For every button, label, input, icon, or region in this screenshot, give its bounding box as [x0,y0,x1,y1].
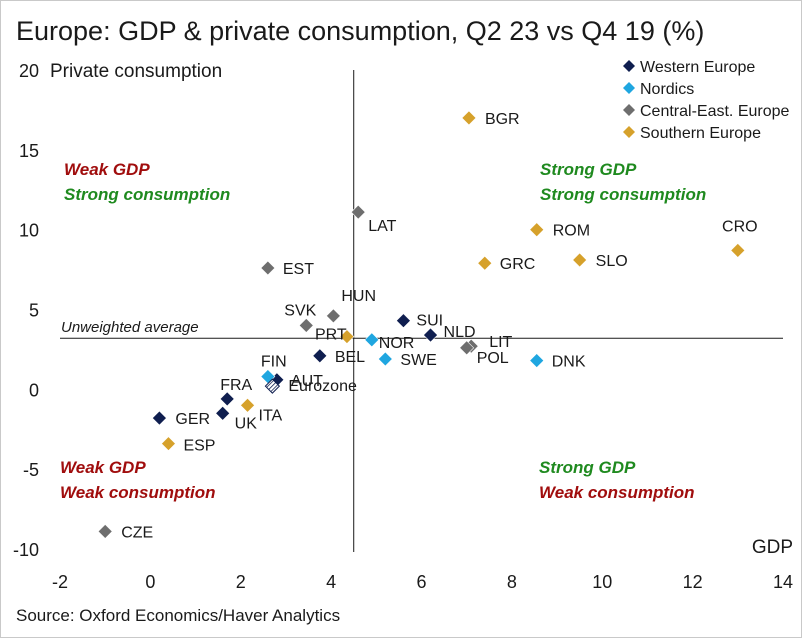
marker-nld [423,327,438,343]
marker-grc [477,255,493,271]
marker-est [260,260,276,276]
legend-entry: Western Europe [640,59,755,76]
point-label-rom: ROM [553,223,590,240]
point-label-esp: ESP [183,438,215,455]
source-note: Source: Oxford Economics/Haver Analytics [16,606,341,625]
x-tick-label: 8 [507,572,517,592]
legend-entry: Central-East. Europe [640,103,790,120]
quadrant-annotation: Weak consumption [539,483,695,502]
point-label-fin: FIN [261,354,287,371]
quadrant-annotation: Strong consumption [540,185,706,204]
y-tick-label: -5 [23,460,39,480]
point-label-grc: GRC [500,256,536,273]
x-tick-label: 2 [236,572,246,592]
marker-uk [215,405,231,421]
x-axis-title: GDP [752,537,793,558]
x-tick-label: 0 [145,572,155,592]
y-axis-title: Private consumption [50,61,222,82]
marker-slo [572,252,588,268]
point-label-lit: LIT [489,334,512,351]
y-tick-label: 5 [29,301,39,321]
point-label-bgr: BGR [485,111,520,128]
point-label-ita: ITA [259,407,283,424]
marker-dnk [529,353,545,369]
marker-swe [377,351,393,367]
marker-pol [459,340,475,356]
marker-rom [529,222,545,238]
marker-ger [151,410,167,426]
legend-entry: Southern Europe [640,125,761,142]
y-tick-label: 20 [19,61,39,81]
x-tick-label: 14 [773,572,793,592]
marker-lat [350,204,366,220]
marker-fra [219,391,235,407]
marker-cze [97,524,113,539]
quadrant-annotation: Weak consumption [60,483,216,502]
point-label-dnk: DNK [552,354,586,371]
marker-bel [312,348,328,364]
marker-eurozone [264,378,281,394]
point-label-pol: POL [477,350,509,367]
quadrant-annotation: Weak GDP [60,458,146,477]
point-label-bel: BEL [335,349,365,366]
legend-marker [623,60,635,72]
quadrant-annotation: Weak GDP [64,160,150,179]
marker-sui [396,313,411,329]
y-tick-label: 15 [19,141,39,161]
point-label-fra: FRA [220,377,252,394]
point-label-uk: UK [235,415,258,432]
marker-ita [240,397,255,413]
point-label-hun: HUN [341,288,376,305]
unweighted-average-label: Unweighted average [61,319,199,336]
point-label-nld: NLD [444,324,476,341]
marker-cro [730,242,746,258]
point-label-lat: LAT [368,218,396,235]
marker-esp [161,436,176,452]
point-label-est: EST [283,261,314,278]
marker-prt [339,329,355,345]
y-tick-label: -10 [13,540,39,560]
point-label-ger: GER [175,411,210,428]
marker-bgr [461,110,477,126]
legend-entry: Nordics [640,81,694,98]
marker-hun [325,308,341,324]
marker-nor [364,332,380,348]
x-tick-label: 6 [416,572,426,592]
quadrant-annotation: Strong GDP [539,458,636,477]
quadrant-annotation: Strong GDP [540,160,637,179]
point-label-eurozone: Eurozone [288,378,357,395]
x-tick-label: 10 [592,572,612,592]
quadrant-annotation: Strong consumption [64,185,230,204]
x-tick-label: -2 [52,572,68,592]
point-label-sui: SUI [416,313,443,330]
legend-marker [623,82,635,94]
point-label-nor: NOR [379,335,415,352]
point-label-aut: AUT [291,373,323,390]
point-label-prt: PRT [315,327,347,344]
point-label-slo: SLO [596,253,628,270]
marker-svk [298,318,314,333]
point-label-cro: CRO [722,218,758,235]
chart-title: Europe: GDP & private consumption, Q2 23… [16,16,705,46]
point-label-swe: SWE [400,352,436,369]
point-label-svk: SVK [284,302,316,319]
legend-marker [623,104,635,116]
point-label-cze: CZE [121,524,153,541]
x-tick-label: 12 [683,572,703,592]
x-tick-label: 4 [326,572,336,592]
y-tick-label: 0 [29,380,39,400]
y-tick-label: 10 [19,221,39,241]
legend-marker [623,126,635,138]
